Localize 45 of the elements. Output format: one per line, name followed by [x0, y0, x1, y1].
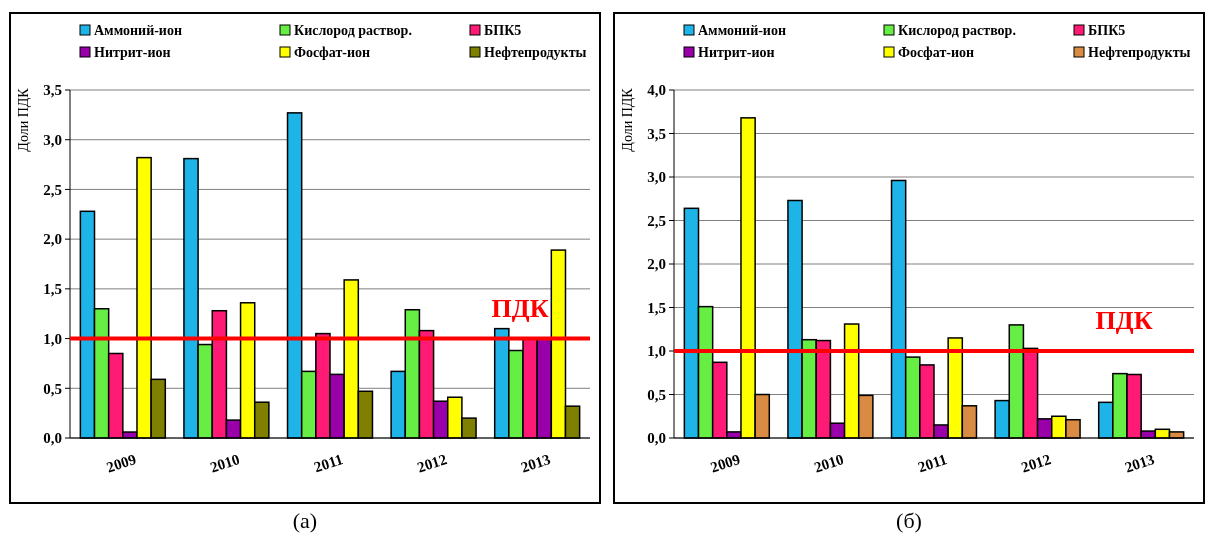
y-tick-label: 2,5 — [43, 181, 62, 198]
y-axis-title: Доли ПДК — [16, 87, 31, 152]
legend-label: Нефтепродукты — [484, 44, 587, 60]
text: (б) — [896, 508, 922, 533]
x-tick-label: 2009 — [708, 451, 743, 476]
y-tick-label: 2,5 — [647, 212, 666, 229]
y-tick-label: 3,5 — [43, 82, 62, 99]
legend-label: БПК5 — [1088, 22, 1126, 38]
y-tick-label: 0,0 — [43, 430, 62, 447]
y-tick-label: 0,5 — [647, 386, 666, 403]
x-tick-label: 2010 — [812, 451, 846, 476]
ref-line-label: ПДК — [1095, 306, 1153, 335]
y-tick-label: 0,0 — [647, 430, 666, 447]
y-tick-label: 3,0 — [43, 131, 62, 148]
legend-label: Фосфат-ион — [294, 44, 371, 60]
legend-label: Аммоний-ион — [698, 22, 786, 38]
y-tick-label: 3,5 — [647, 125, 666, 142]
text: (а) — [292, 508, 318, 533]
legend-label: Кислород раствор. — [898, 22, 1016, 38]
legend-label: Нитрит-ион — [698, 44, 775, 60]
x-tick-label: 2013 — [518, 451, 553, 476]
x-tick-label: 2011 — [916, 451, 949, 476]
y-tick-label: 2,0 — [43, 231, 62, 248]
y-tick-label: 1,5 — [43, 281, 62, 298]
y-tick-label: 4,0 — [647, 82, 666, 99]
legend-label: Нитрит-ион — [94, 44, 171, 60]
x-tick-label: 2013 — [1122, 451, 1157, 476]
y-tick-label: 0,5 — [43, 380, 62, 397]
ref-line-label: ПДК — [491, 293, 549, 323]
y-tick-label: 3,0 — [647, 169, 666, 186]
legend-label: БПК5 — [484, 22, 522, 38]
y-axis-title: Доли ПДК — [620, 87, 635, 152]
legend-label: Аммоний-ион — [94, 22, 182, 38]
y-tick-label: 1,0 — [647, 343, 666, 360]
x-tick-label: 2012 — [1019, 451, 1053, 476]
legend-label: Фосфат-ион — [898, 44, 975, 60]
legend-label: Кислород раствор. — [294, 22, 412, 38]
y-tick-label: 1,5 — [647, 299, 666, 316]
x-tick-label: 2010 — [208, 451, 242, 476]
x-tick-label: 2012 — [415, 451, 449, 476]
x-tick-label: 2009 — [104, 451, 139, 476]
legend-label: Нефтепродукты — [1088, 44, 1191, 60]
y-tick-label: 2,0 — [647, 256, 666, 273]
y-tick-label: 1,0 — [43, 330, 62, 347]
x-tick-label: 2011 — [312, 451, 345, 476]
